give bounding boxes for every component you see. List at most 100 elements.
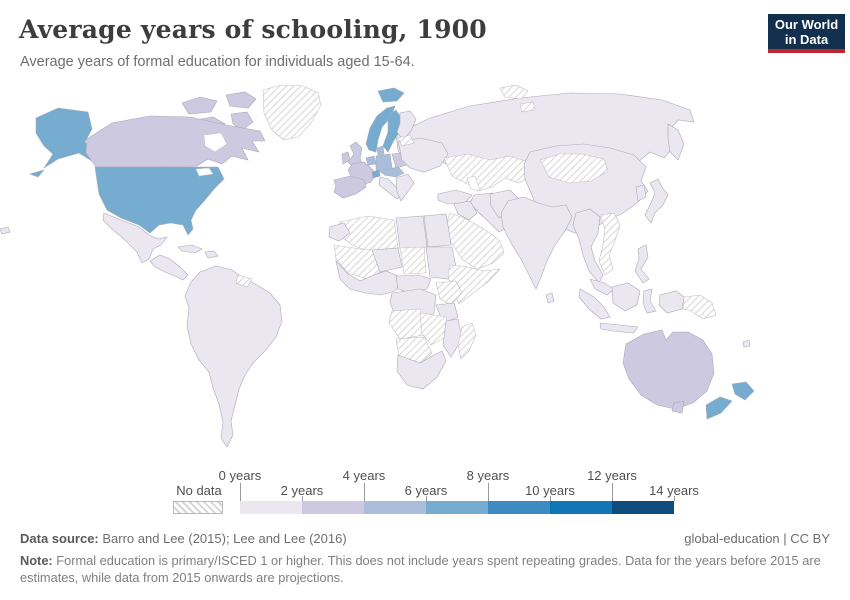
region-zambia-zimbabwe[interactable] [419, 312, 451, 346]
region-nz-north[interactable] [731, 381, 755, 401]
legend-label-0-years: 0 years [218, 468, 262, 483]
legend-label-4-years: 4 years [342, 468, 386, 483]
legend-tick [302, 496, 303, 501]
region-iberia[interactable] [333, 175, 367, 199]
region-ireland[interactable] [341, 151, 351, 165]
legend-bucket-8-10-years[interactable] [488, 501, 550, 514]
region-uganda-kenya[interactable] [435, 280, 463, 306]
region-malaysia[interactable] [589, 278, 615, 296]
region-greenland[interactable] [262, 84, 322, 141]
region-niger[interactable] [371, 247, 403, 273]
region-java[interactable] [599, 322, 639, 334]
data-source-label: Data source: [20, 531, 99, 546]
world-map-svg [0, 84, 755, 448]
region-great-lakes [195, 167, 214, 177]
legend-label-10-years: 10 years [525, 483, 575, 498]
region-south-america[interactable] [184, 265, 283, 448]
region-mexico[interactable] [102, 212, 168, 264]
region-iceland[interactable] [377, 87, 405, 103]
region-libya[interactable] [395, 215, 428, 250]
region-arctic4[interactable] [230, 111, 254, 131]
region-guyanas[interactable] [235, 274, 253, 288]
region-caspian-sea [466, 175, 481, 192]
region-iraq-syria[interactable] [453, 200, 478, 221]
legend-bucket-4-6-years[interactable] [364, 501, 426, 514]
owid-logo: Our World in Data [768, 14, 845, 53]
region-hispaniola[interactable] [204, 250, 219, 259]
region-sweden[interactable] [382, 109, 403, 153]
legend-tick [550, 496, 551, 501]
note-label: Note: [20, 553, 53, 568]
region-mongolia[interactable] [539, 153, 609, 184]
region-chad[interactable] [399, 246, 427, 275]
note-text: Formal education is primary/ISCED 1 or h… [20, 553, 821, 585]
license-line[interactable]: global-education | CC BY [684, 531, 830, 546]
owid-logo-line1: Our World [774, 16, 839, 32]
region-new-guinea-west[interactable] [658, 290, 685, 314]
legend-bucket-12-14-years[interactable] [612, 501, 674, 514]
map-legend: No data 0 years 4 years 8 years 12 years 2 y… [0, 468, 850, 518]
region-cameroon-car[interactable] [395, 274, 432, 294]
legend-bucket-0-2-years[interactable] [240, 501, 302, 514]
region-morocco[interactable] [328, 222, 351, 242]
region-korea[interactable] [635, 184, 647, 202]
legend-label-8-years: 8 years [466, 468, 510, 483]
region-aleutians[interactable] [29, 169, 45, 178]
legend-tick [674, 496, 675, 501]
region-central-america[interactable] [149, 254, 189, 281]
legend-label-12-years: 12 years [587, 468, 637, 483]
region-india[interactable] [500, 196, 573, 290]
region-kamchatka[interactable] [667, 123, 685, 161]
region-tasmania[interactable] [671, 400, 685, 414]
region-papua-new-guinea[interactable] [682, 294, 717, 320]
region-egypt[interactable] [423, 213, 452, 248]
legend-bucket-2-4-years[interactable] [302, 501, 364, 514]
region-vietnam-laos[interactable] [598, 212, 621, 276]
region-fiji[interactable] [742, 339, 751, 348]
legend-label-6-years: 6 years [404, 483, 448, 498]
region-east-europe[interactable] [397, 137, 449, 173]
region-left-islet[interactable] [0, 226, 11, 235]
region-austria-hungary[interactable] [383, 166, 405, 178]
legend-bucket-10-12-years[interactable] [550, 501, 612, 514]
region-myanmar-thailand[interactable] [572, 208, 604, 284]
legend-bucket-6-8-years[interactable] [426, 501, 488, 514]
region-madagascar[interactable] [457, 322, 477, 360]
region-arctic2[interactable] [225, 91, 257, 109]
region-saudi-arabia[interactable] [444, 212, 505, 270]
region-benelux[interactable] [365, 155, 377, 166]
region-philippines[interactable] [634, 244, 650, 284]
legend-label-2-years: 2 years [280, 483, 324, 498]
region-japan[interactable] [644, 178, 669, 224]
note-line: Note: Formal education is primary/ISCED … [20, 553, 836, 586]
region-baltics[interactable] [397, 134, 415, 147]
region-mozambique[interactable] [442, 318, 463, 358]
page-title: Average years of schooling, 1900 [19, 15, 487, 44]
region-australia[interactable] [622, 329, 715, 410]
legend-tick [612, 483, 613, 501]
region-usa[interactable] [94, 166, 225, 236]
region-balkans[interactable] [395, 173, 415, 202]
region-switzerland[interactable] [371, 169, 381, 179]
page-subtitle: Average years of formal education for in… [20, 54, 415, 70]
region-kazakhstan[interactable] [443, 153, 533, 192]
region-arctic1[interactable] [181, 96, 218, 115]
region-cuba[interactable] [177, 244, 203, 254]
region-denmark[interactable] [376, 145, 385, 156]
legend-tick [488, 483, 489, 501]
owid-logo-line2: in Data [784, 31, 829, 47]
region-sumatra[interactable] [578, 288, 611, 320]
world-map[interactable] [0, 82, 850, 464]
legend-no-data-swatch[interactable] [173, 501, 223, 514]
data-source-line: Data source: Barro and Lee (2015); Lee a… [20, 531, 347, 546]
region-sri-lanka[interactable] [545, 292, 555, 304]
region-angola[interactable] [388, 308, 425, 340]
data-source-text[interactable]: Barro and Lee (2015); Lee and Lee (2016) [98, 531, 347, 546]
region-south-africa[interactable] [396, 350, 447, 390]
region-sulawesi[interactable] [642, 288, 657, 314]
legend-tick [426, 496, 427, 501]
region-borneo[interactable] [611, 282, 641, 312]
region-nz-south[interactable] [705, 396, 733, 420]
region-svalbard[interactable] [499, 84, 536, 113]
